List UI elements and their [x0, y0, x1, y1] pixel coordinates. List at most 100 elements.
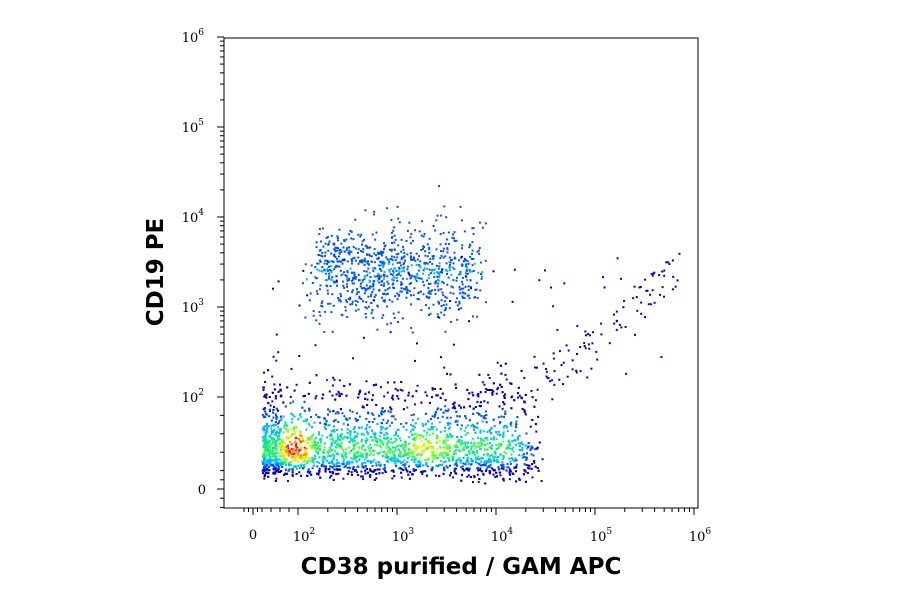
event-point	[331, 441, 334, 444]
event-point	[445, 443, 448, 446]
event-point	[470, 448, 473, 451]
event-point	[357, 455, 360, 457]
event-point	[534, 465, 537, 468]
event-point	[454, 383, 457, 386]
event-point	[335, 445, 338, 448]
event-point	[333, 254, 336, 257]
event-point	[460, 466, 463, 469]
event-point	[513, 460, 516, 463]
event-point	[471, 252, 473, 255]
event-point	[388, 449, 391, 452]
event-point	[651, 289, 654, 292]
event-point	[361, 281, 364, 284]
event-point	[277, 461, 280, 464]
event-point	[298, 449, 301, 452]
event-point	[430, 425, 433, 428]
event-point	[436, 465, 439, 468]
event-point	[672, 275, 675, 278]
event-point	[514, 439, 517, 442]
event-point	[328, 260, 331, 263]
event-point	[298, 433, 301, 436]
event-point	[354, 247, 357, 250]
event-point	[323, 423, 326, 426]
event-point	[262, 436, 265, 438]
event-point	[366, 431, 369, 434]
event-point	[499, 474, 502, 477]
event-point	[296, 461, 299, 463]
event-point	[328, 449, 331, 452]
event-point	[377, 461, 380, 464]
event-point	[399, 445, 402, 448]
event-point	[518, 445, 521, 447]
event-point	[321, 300, 324, 303]
event-point	[332, 457, 335, 460]
event-point	[282, 415, 285, 418]
event-point	[502, 401, 505, 404]
event-point	[506, 466, 509, 469]
event-point	[509, 422, 512, 425]
event-point	[331, 472, 334, 475]
event-point	[398, 448, 400, 451]
event-point	[486, 466, 489, 469]
event-point	[368, 453, 371, 456]
event-point	[280, 463, 282, 466]
event-point	[342, 463, 345, 465]
event-point	[396, 261, 399, 264]
event-point	[432, 452, 435, 455]
event-point	[441, 291, 444, 294]
event-point	[303, 446, 306, 449]
event-point	[275, 449, 278, 452]
event-point	[480, 415, 483, 417]
event-point	[469, 476, 472, 478]
event-point	[439, 445, 442, 448]
event-point	[284, 446, 287, 449]
event-point	[342, 458, 345, 461]
event-point	[385, 293, 388, 296]
event-point	[450, 436, 453, 438]
event-point	[338, 252, 341, 255]
event-point	[508, 478, 511, 481]
event-point	[305, 447, 308, 450]
event-point	[346, 279, 349, 282]
event-point	[311, 434, 314, 437]
event-point	[453, 405, 456, 408]
event-point	[397, 311, 400, 314]
event-point	[345, 436, 348, 439]
event-point	[297, 452, 300, 455]
event-point	[328, 462, 331, 464]
event-point	[279, 430, 282, 433]
event-point	[500, 386, 503, 388]
event-point	[304, 420, 307, 423]
event-point	[502, 463, 505, 466]
event-point	[331, 394, 334, 397]
event-point	[381, 455, 384, 458]
event-point	[471, 450, 474, 453]
event-point	[393, 475, 396, 478]
event-point	[384, 466, 386, 469]
event-point	[370, 452, 372, 455]
event-point	[358, 459, 361, 461]
event-point	[291, 418, 294, 421]
event-point	[420, 449, 423, 452]
event-point	[509, 463, 512, 465]
event-point	[498, 405, 501, 408]
event-point	[447, 243, 450, 245]
event-point	[333, 425, 336, 428]
event-point	[465, 447, 468, 449]
event-point	[392, 398, 395, 401]
event-point	[410, 233, 413, 236]
event-point	[308, 444, 311, 447]
event-point	[309, 470, 312, 473]
event-point	[292, 459, 295, 462]
event-point	[346, 270, 349, 273]
event-point	[661, 286, 664, 289]
event-point	[459, 205, 462, 208]
event-point	[305, 442, 308, 445]
event-point	[389, 411, 392, 414]
event-point	[327, 302, 330, 305]
event-point	[624, 326, 627, 328]
event-point	[271, 460, 274, 462]
event-point	[377, 256, 380, 259]
event-point	[530, 453, 533, 456]
event-point	[360, 475, 363, 478]
